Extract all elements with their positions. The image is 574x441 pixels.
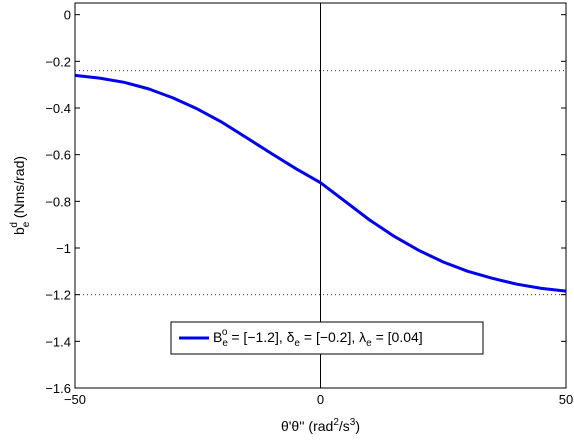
x-axis-label: θ'θ'' (rad2/s3) [281, 417, 360, 434]
y-tick-label: −0.6 [45, 148, 71, 163]
x-tick-label: 0 [317, 392, 324, 407]
y-tick-label: −0.4 [45, 101, 71, 116]
y-axis-ticks: 0 −0.2 −0.4 −0.6 −0.8 −1 −1.2 −1.4 −1.6 [45, 8, 566, 396]
legend: Beo = [−1.2], δe = [−0.2], λe = [0.04] [170, 321, 484, 355]
y-tick-label: −1.4 [45, 334, 71, 349]
x-tick-label: −50 [64, 392, 86, 407]
legend-label: Beo = [−1.2], δe = [−0.2], λe = [0.04] [213, 327, 423, 349]
y-tick-label: −1 [56, 241, 71, 256]
legend-box [170, 321, 484, 355]
series-line-1 [74, 73, 567, 293]
x-axis-ticks: −50 0 50 [64, 3, 573, 407]
y-tick-label: −0.2 [45, 54, 71, 69]
series-layer [74, 73, 567, 293]
y-tick-label: −1.6 [45, 381, 71, 396]
y-tick-label: 0 [64, 8, 71, 23]
y-tick-label: −0.8 [45, 194, 71, 209]
y-axis-label: bed (Nms/rad) [9, 156, 32, 235]
x-tick-label: 50 [559, 392, 573, 407]
y-tick-label: −1.2 [45, 288, 71, 303]
